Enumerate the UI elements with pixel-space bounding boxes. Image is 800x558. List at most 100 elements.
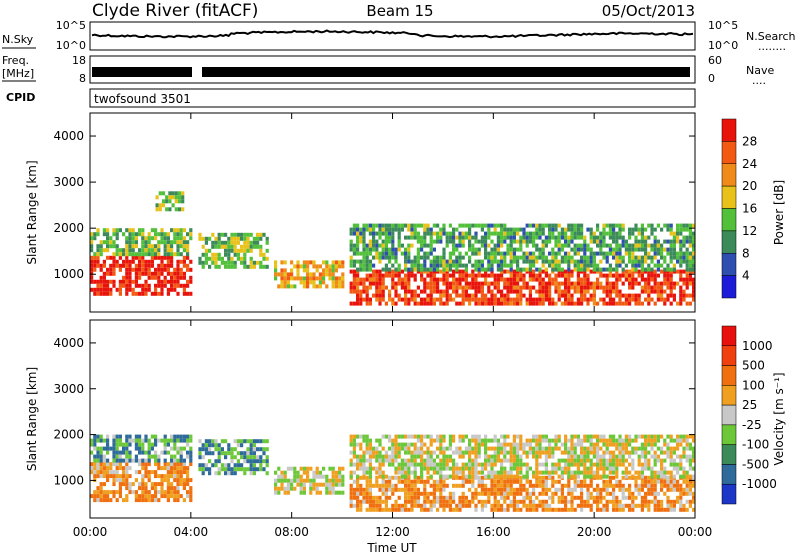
echo-cell [413,503,417,508]
echo-cell [365,487,369,492]
echo-cell [490,247,494,252]
echo-cell [544,462,548,467]
echo-cell [423,503,427,508]
echo-cell [404,462,408,467]
echo-cell [516,247,520,252]
echo-cell [455,474,459,479]
echo-cell [423,495,427,500]
echo-cell [368,487,372,492]
echo-cell [493,251,497,256]
echo-cell [160,474,164,479]
echo-cell [312,478,316,483]
echo-cell [682,507,686,512]
echo-cell [608,273,612,278]
echo-cell [128,490,132,495]
echo-cell [423,499,427,504]
echo-cell [663,301,667,306]
echo-cell [455,470,459,475]
echo-cell [474,301,478,306]
echo-cell [480,297,484,302]
echo-cell [509,450,513,455]
echo-cell [160,287,164,292]
echo-cell [227,248,231,253]
echo-cell [426,297,430,302]
echo-cell [220,451,224,456]
echo-cell [637,487,641,492]
echo-cell [243,236,247,241]
echo-cell [477,281,481,286]
echo-cell [166,450,170,455]
echo-cell [394,267,398,272]
echo-cell [676,269,680,274]
echo-cell [509,277,513,282]
echo-cell [99,244,103,249]
echo-cell [429,251,433,256]
echo-cell [535,277,539,282]
echo-cell [631,277,635,282]
echo-cell [302,268,306,273]
echo-cell [246,455,250,460]
echo-cell [621,507,625,512]
echo-cell [106,283,110,288]
echo-cell [672,247,676,252]
echo-cell [628,247,632,252]
echo-cell [650,474,654,479]
echo-cell [647,475,651,480]
echo-cell [522,251,526,256]
echo-cell [484,454,488,459]
echo-cell [252,439,256,444]
echo-cell [179,271,183,276]
colorbar-swatch [721,345,737,366]
echo-cell [487,255,491,260]
echo-cell [503,442,507,447]
echo-cell [362,438,366,443]
echo-cell [436,438,440,443]
echo-cell [163,450,167,455]
echo-cell [372,223,376,228]
echo-cell [407,281,411,286]
echo-cell [560,470,564,475]
echo-cell [455,301,459,306]
echo-cell [544,281,548,286]
echo-cell [509,474,513,479]
echo-cell [147,244,151,249]
echo-cell [315,276,319,281]
echo-cell [189,458,193,463]
echo-cell [109,490,113,495]
echo-cell [493,483,497,488]
echo-cell [157,275,161,280]
echo-cell [397,479,401,484]
echo-cell [487,491,491,496]
echo-cell [688,483,692,488]
echo-cell [445,293,449,298]
echo-cell [669,223,673,228]
echo-cell [685,273,689,278]
echo-cell [173,267,177,272]
echo-cell [615,289,619,294]
echo-cell [618,227,622,232]
echo-cell [669,438,673,443]
echo-cell [397,231,401,236]
echo-cell [570,507,574,512]
echo-cell [416,247,420,252]
echo-cell [538,281,542,286]
echo-cell [378,458,382,463]
echo-cell [118,434,122,439]
echo-cell [170,458,174,463]
echo-cell [112,462,116,467]
echo-cell [471,462,475,467]
echo-cell [634,475,638,480]
echo-cell [525,470,529,475]
echo-cell [93,498,97,503]
echo-cell [283,280,287,285]
echo-cell [519,285,523,290]
echo-cell [163,275,167,280]
echo-cell [359,434,363,439]
echo-cell [352,495,356,500]
echo-cell [484,466,488,471]
echo-cell [134,438,138,443]
x-tick-label: 16:00 [476,525,511,539]
echo-cell [512,450,516,455]
echo-cell [471,446,475,451]
echo-cell [368,301,372,306]
